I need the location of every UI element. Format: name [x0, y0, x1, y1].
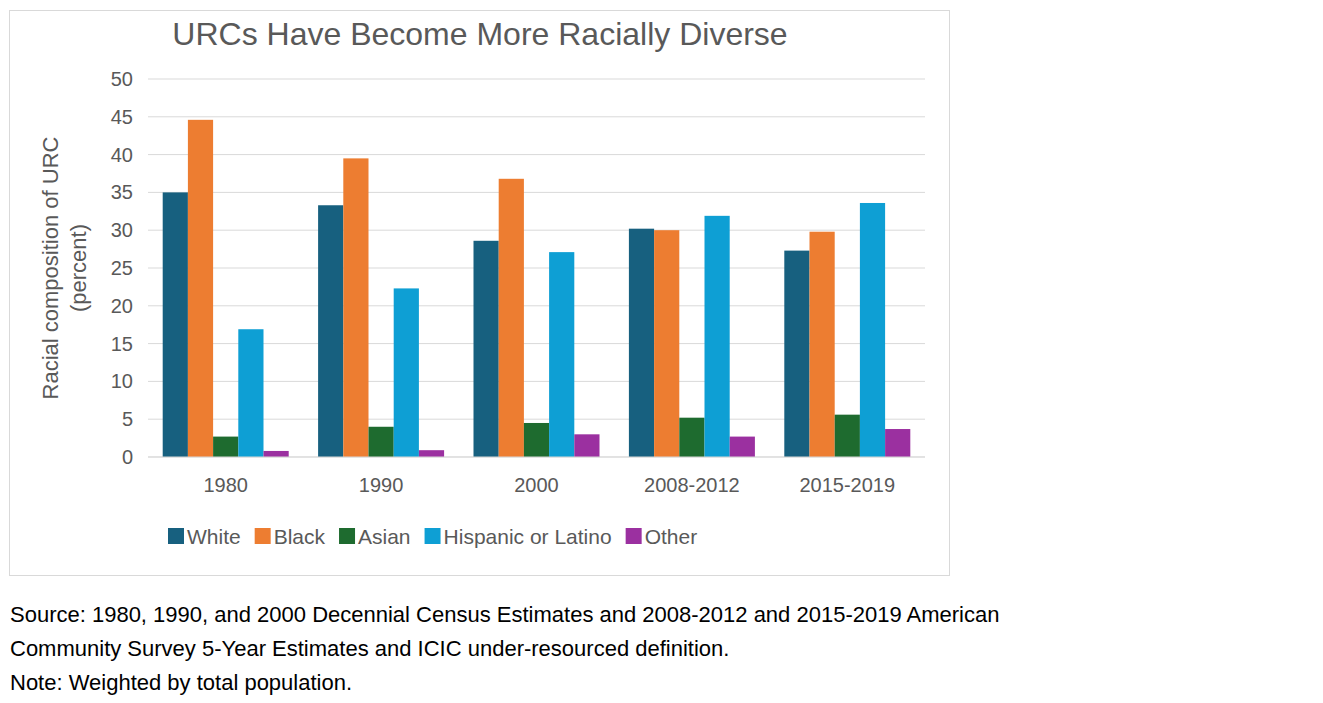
bar: [835, 415, 860, 457]
bar: [343, 158, 368, 457]
legend-label: Other: [645, 525, 698, 548]
x-axis-line: [148, 457, 925, 458]
y-axis-label: Racial composition of URC: [38, 136, 63, 399]
bar: [238, 329, 263, 457]
bar: [885, 429, 910, 457]
y-tick-label: 45: [111, 106, 133, 128]
bar: [784, 251, 809, 457]
legend-swatch: [168, 528, 184, 544]
legend-label: Hispanic or Latino: [444, 525, 612, 548]
bar: [524, 423, 549, 457]
bar: [264, 451, 289, 457]
legend: White Black Asian Hispanic or Latino Other: [168, 525, 697, 548]
legend-swatch: [626, 528, 642, 544]
x-tick-label: 1990: [359, 474, 404, 496]
bar: [860, 203, 885, 457]
bar: [318, 205, 343, 457]
bars: [163, 120, 911, 457]
bar: [629, 229, 654, 457]
y-tick-label: 35: [111, 181, 133, 203]
x-tick-label: 2008-2012: [644, 474, 740, 496]
legend-label: White: [187, 525, 241, 548]
bar: [474, 241, 499, 457]
y-tick-label: 40: [111, 144, 133, 166]
y-tick-label: 0: [122, 446, 133, 468]
grid: [148, 79, 925, 457]
x-tick-label: 2000: [514, 474, 559, 496]
legend-label: Black: [274, 525, 326, 548]
bar: [810, 232, 835, 457]
bar: [654, 230, 679, 457]
bar: [213, 437, 238, 457]
bar: [419, 450, 444, 457]
bar: [369, 427, 394, 457]
bar: [163, 192, 188, 457]
grid-line: [148, 154, 925, 155]
grid-line: [148, 79, 925, 80]
note: Note: Weighted by total population.: [10, 670, 352, 695]
legend-swatch: [339, 528, 355, 544]
y-tick-label: 25: [111, 257, 133, 279]
note: Community Survey 5-Year Estimates and IC…: [10, 636, 729, 661]
x-tick-label: 1980: [203, 474, 248, 496]
chart-frame: [10, 11, 950, 576]
grid-line: [148, 192, 925, 193]
y-tick-label: 15: [111, 333, 133, 355]
grid-line: [148, 230, 925, 231]
bar: [188, 120, 213, 457]
bar: [705, 216, 730, 457]
y-tick-label: 20: [111, 295, 133, 317]
y-tick-label: 10: [111, 370, 133, 392]
legend-swatch: [255, 528, 271, 544]
title: URCs Have Become More Racially Diverse: [172, 16, 787, 52]
bar: [549, 252, 574, 457]
bar: [394, 288, 419, 457]
grid-line: [148, 457, 925, 458]
x-tick-label: 2015-2019: [799, 474, 895, 496]
bar: [730, 437, 755, 457]
y-tick-label: 30: [111, 219, 133, 241]
y-tick-label: 5: [122, 408, 133, 430]
bar: [499, 179, 524, 457]
y-axis-label: (percent): [66, 224, 91, 312]
bar: [574, 434, 599, 457]
legend-swatch: [425, 528, 441, 544]
bar: [679, 418, 704, 457]
y-tick-label: 50: [111, 68, 133, 90]
grid-line: [148, 116, 925, 117]
legend-label: Asian: [358, 525, 411, 548]
chart: URCs Have Become More Racially Diverse 0 5…: [0, 0, 1323, 703]
note: Source: 1980, 1990, and 2000 Decennial C…: [10, 602, 999, 627]
